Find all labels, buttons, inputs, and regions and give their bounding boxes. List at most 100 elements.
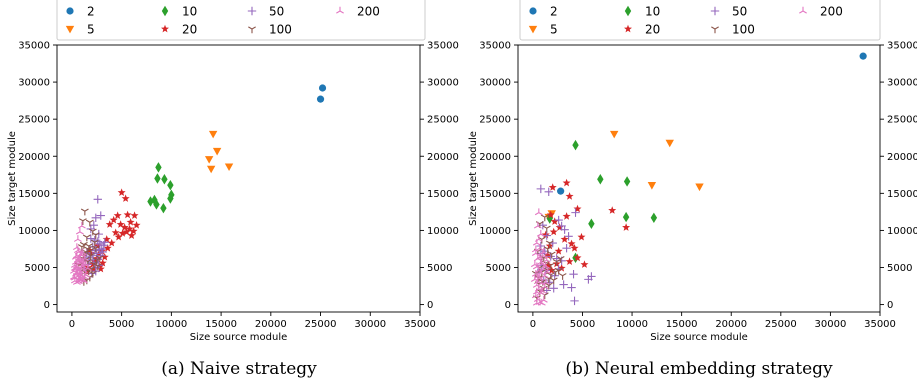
data-point-series-50 [536, 184, 546, 194]
data-point-series-200 [543, 267, 552, 275]
legend-label: 100 [269, 23, 292, 37]
data-point-series-200 [539, 247, 548, 255]
data-point-series-5 [204, 156, 214, 164]
data-point-series-10 [622, 211, 630, 223]
data-point-series-200 [534, 235, 543, 242]
chart-panel-neural-embedding: 2 5 10 20 50 100 200 0 5000 10000 15000 20000 25000 3… [468, 0, 917, 379]
data-point-series-5 [212, 147, 222, 156]
data-point-series-200 [79, 276, 88, 284]
right-y-tick-label: 35000 [427, 41, 459, 52]
legend-box [519, 0, 881, 41]
data-point-series-20 [109, 215, 118, 224]
data-point-series-2 [316, 95, 325, 103]
legend-marker [711, 26, 719, 34]
x-tick-label: 35000 [864, 319, 896, 330]
x-tick-label: 10000 [155, 319, 187, 330]
data-point-series-20 [555, 223, 564, 231]
legend-box [56, 0, 426, 41]
data-point-series-200 [72, 243, 81, 251]
data-point-series-20 [102, 235, 111, 243]
data-point-series-100 [83, 246, 92, 254]
data-point-series-200 [542, 255, 551, 263]
legend-marker [161, 5, 169, 17]
data-point-series-200 [78, 256, 87, 264]
data-point-series-20 [120, 223, 129, 231]
data-point-series-20 [116, 220, 125, 228]
data-point-series-50 [549, 284, 558, 293]
data-point-series-200 [533, 272, 542, 279]
right-y-tick-label: 15000 [427, 189, 459, 200]
data-point-series-200 [530, 260, 539, 268]
data-point-series-200 [537, 259, 546, 267]
data-point-series-200 [539, 295, 548, 303]
right-y-tick-label: 0 [887, 300, 893, 311]
data-point-series-200 [75, 227, 84, 235]
data-point-series-20 [570, 244, 579, 252]
x-axis-label: Size source module [650, 332, 748, 343]
x-tick-label: 25000 [765, 319, 797, 330]
legend-marker [248, 26, 256, 34]
x-tick-label: 5000 [570, 319, 595, 330]
data-point-series-20 [96, 264, 105, 273]
data-point-series-50 [584, 275, 593, 284]
legend-marker [624, 24, 632, 33]
data-point-series-50 [557, 221, 566, 231]
data-point-series-20 [565, 257, 574, 265]
x-tick-label: 0 [69, 319, 75, 330]
data-point-series-200 [532, 287, 541, 295]
data-point-series-10 [151, 194, 158, 206]
data-point-series-50 [94, 229, 103, 239]
data-point-series-100 [544, 276, 553, 283]
y-tick-label: 5000 [25, 263, 50, 274]
data-point-series-100 [77, 244, 86, 251]
data-point-series-20 [92, 254, 101, 262]
data-point-series-20 [547, 266, 556, 274]
data-point-series-10 [160, 202, 167, 214]
data-point-series-200 [70, 264, 79, 271]
data-point-series-200 [532, 298, 541, 306]
legend-label: 2 [87, 5, 95, 19]
legend-marker [66, 7, 74, 15]
right-y-tick-label: 0 [427, 300, 433, 311]
legend-label: 100 [732, 23, 755, 37]
legend-label: 5 [87, 23, 95, 37]
data-point-series-100 [88, 270, 97, 278]
data-point-series-200 [77, 221, 86, 229]
x-tick-label: 25000 [305, 319, 337, 330]
data-point-series-20 [554, 246, 563, 255]
data-point-series-10 [147, 196, 154, 207]
data-point-series-100 [558, 273, 567, 280]
right-y-tick-label: 10000 [427, 226, 459, 237]
data-point-series-20 [546, 210, 555, 219]
right-y-tick-label: 20000 [427, 152, 459, 163]
data-point-series-20 [100, 252, 109, 261]
data-point-series-20 [562, 178, 571, 187]
legend-marker [161, 24, 169, 33]
y-tick-label: 10000 [18, 226, 50, 237]
legend-label: 20 [645, 23, 660, 37]
y-tick-label: 30000 [479, 78, 511, 89]
y-tick-label: 35000 [18, 41, 50, 52]
legend-label: 200 [357, 5, 380, 19]
data-point-series-10 [153, 199, 160, 210]
data-point-series-20 [573, 204, 582, 213]
right-y-tick-label: 5000 [887, 263, 912, 274]
data-point-series-100 [91, 232, 100, 240]
right-y-tick-label: 10000 [887, 226, 917, 237]
data-point-series-20 [103, 244, 112, 252]
x-tick-label: 5000 [109, 319, 134, 330]
legend-label: 50 [732, 5, 747, 19]
y-tick-label: 0 [44, 300, 50, 311]
data-point-series-20 [622, 223, 631, 231]
legend-label: 10 [182, 5, 197, 19]
y-tick-label: 20000 [18, 152, 50, 163]
x-tick-label: 0 [530, 319, 536, 330]
y-axis-label: Size target module [468, 131, 479, 226]
legend-marker [336, 6, 344, 14]
data-point-series-50 [567, 283, 576, 292]
data-point-series-10 [167, 179, 174, 191]
data-point-series-50 [91, 213, 100, 223]
legend-label: 2 [550, 5, 558, 19]
data-point-series-50 [569, 269, 578, 279]
data-point-series-200 [83, 264, 92, 271]
